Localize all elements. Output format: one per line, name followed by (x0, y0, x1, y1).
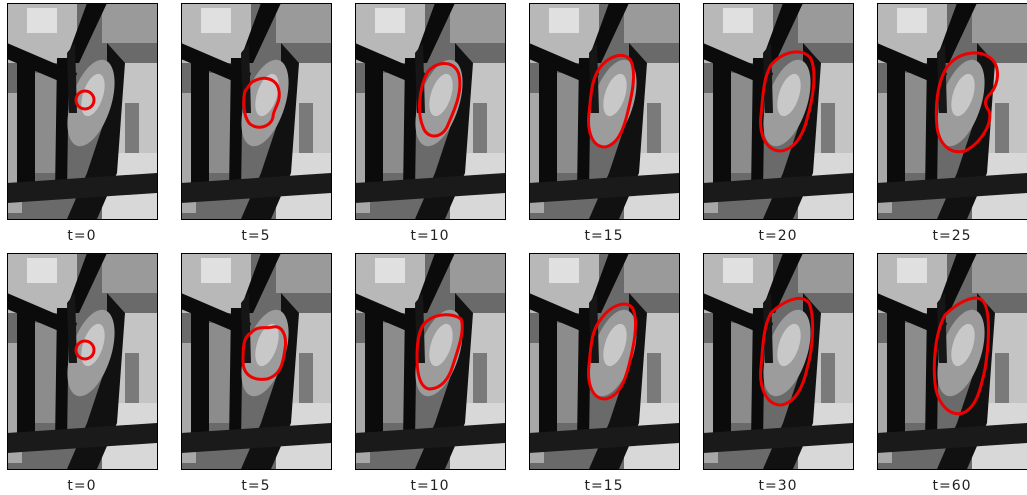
panel-border (877, 3, 1027, 220)
contour (415, 313, 464, 391)
panel: t=10 (355, 3, 506, 244)
panel-border (181, 3, 332, 220)
panel-image (703, 3, 853, 219)
contour (241, 325, 287, 381)
panel-image (355, 253, 505, 469)
panel: t=0 (7, 3, 158, 244)
panel-image (877, 253, 1027, 469)
panel: t=0 (7, 253, 158, 494)
contour (932, 296, 990, 416)
panel: t=60 (877, 253, 1027, 494)
panel: t=30 (703, 253, 854, 494)
panel-border (355, 3, 506, 220)
panel: t=5 (181, 253, 332, 494)
panel: t=15 (529, 253, 680, 494)
panel-label: t=20 (758, 228, 797, 244)
panel-border (703, 253, 854, 470)
mri-image (529, 3, 679, 219)
panel-label: t=0 (67, 228, 96, 244)
panel: t=25 (877, 3, 1027, 244)
panel-border (355, 253, 506, 470)
panel-image (7, 3, 157, 219)
contour (587, 302, 637, 401)
panel-image (529, 253, 679, 469)
mri-image (355, 3, 505, 219)
panel-label: t=15 (584, 228, 623, 244)
panel-label: t=30 (758, 478, 797, 494)
panel-border (703, 3, 854, 220)
mri-image (7, 253, 157, 469)
panel: t=20 (703, 3, 854, 244)
panel-border (7, 3, 158, 220)
contour (74, 339, 96, 361)
panel-label: t=10 (410, 228, 449, 244)
panel: t=10 (355, 253, 506, 494)
panel-image (877, 3, 1027, 219)
panel-label: t=0 (67, 478, 96, 494)
mri-image (877, 3, 1027, 219)
mri-image (7, 3, 157, 219)
panel-image (181, 253, 331, 469)
mri-image (181, 253, 331, 469)
mri-image (877, 253, 1027, 469)
panel-label: t=5 (241, 478, 270, 494)
panel-border (7, 253, 158, 470)
contour (759, 50, 816, 153)
contour (759, 297, 815, 407)
contour (242, 76, 281, 129)
panel-border (181, 253, 332, 470)
panel-border (529, 3, 680, 220)
panel-label: t=5 (241, 228, 270, 244)
mri-image (703, 3, 853, 219)
panel-image (7, 253, 157, 469)
panel-border (877, 253, 1027, 470)
contour (418, 62, 462, 138)
panel-label: t=60 (932, 478, 971, 494)
mri-image (181, 3, 331, 219)
panel-label: t=10 (410, 478, 449, 494)
panel-image (703, 253, 853, 469)
panel-image (529, 3, 679, 219)
mri-image (355, 253, 505, 469)
contour (934, 51, 999, 154)
panel: t=15 (529, 3, 680, 244)
panel-label: t=25 (932, 228, 971, 244)
panel-label: t=15 (584, 478, 623, 494)
panel-image (355, 3, 505, 219)
panel-border (529, 253, 680, 470)
mri-image (703, 253, 853, 469)
contour (587, 53, 635, 149)
panel: t=5 (181, 3, 332, 244)
contour (74, 89, 96, 111)
panel-image (181, 3, 331, 219)
mri-image (529, 253, 679, 469)
